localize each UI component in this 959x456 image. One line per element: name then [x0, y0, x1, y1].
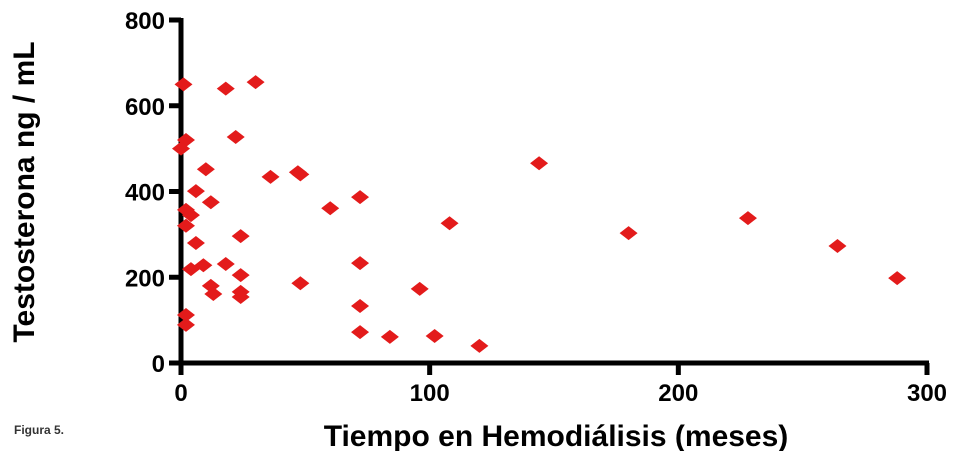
point — [261, 169, 280, 184]
y-tick-label: 400 — [125, 180, 165, 207]
point — [186, 235, 205, 250]
point — [351, 325, 370, 340]
figure-note: Figura 5. — [14, 423, 64, 437]
point — [216, 81, 235, 96]
point — [216, 256, 235, 271]
y-axis-title: Testosterona ng / mL — [8, 41, 41, 342]
x-tick-label: 100 — [410, 380, 450, 407]
point — [425, 328, 444, 343]
point — [172, 141, 190, 156]
point — [291, 276, 310, 291]
point — [351, 190, 370, 205]
point — [291, 167, 310, 182]
point — [888, 271, 907, 286]
point — [174, 77, 193, 92]
point — [619, 226, 638, 241]
x-tick-label: 0 — [174, 380, 187, 407]
point — [530, 156, 549, 171]
point — [176, 307, 195, 322]
point — [380, 329, 399, 344]
point — [226, 130, 245, 145]
y-tick-label: 800 — [125, 8, 165, 35]
point — [440, 216, 459, 231]
x-tick-label: 200 — [658, 380, 698, 407]
point — [204, 286, 223, 301]
y-tick-label: 0 — [152, 351, 165, 378]
point — [231, 229, 250, 244]
point — [186, 184, 205, 199]
point — [231, 268, 250, 283]
point — [246, 75, 265, 90]
point — [321, 201, 340, 216]
point — [201, 195, 220, 210]
y-tick-label: 200 — [125, 265, 165, 292]
point — [194, 258, 213, 273]
x-axis-title: Tiempo en Hemodiálisis (meses) — [324, 420, 789, 451]
point — [470, 338, 489, 353]
x-tick-label: 300 — [907, 380, 947, 407]
point — [176, 317, 195, 332]
point — [410, 281, 429, 296]
point — [738, 211, 757, 226]
point — [828, 238, 847, 253]
y-tick-label: 600 — [125, 94, 165, 121]
point — [231, 289, 250, 304]
point — [351, 256, 370, 271]
point — [196, 162, 215, 177]
point — [176, 218, 195, 233]
point — [351, 298, 370, 313]
point — [181, 208, 200, 223]
